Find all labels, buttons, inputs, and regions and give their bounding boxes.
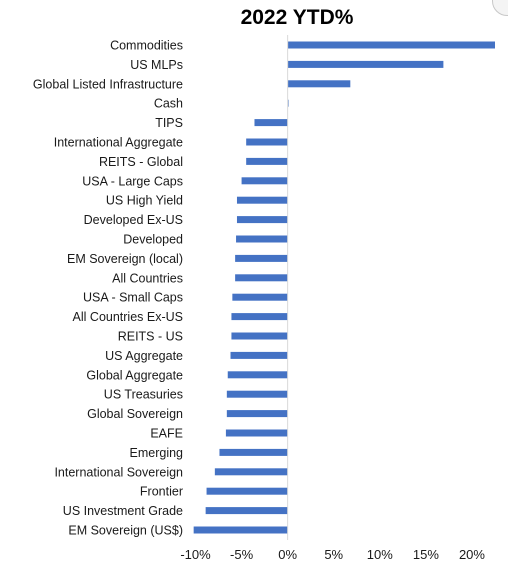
bar-tips bbox=[254, 119, 288, 127]
category-label-developed-ex-us: Developed Ex-US bbox=[84, 213, 183, 227]
bar-all-countries bbox=[235, 274, 288, 282]
bar-all-countries-ex-us bbox=[231, 313, 288, 321]
bar-us-aggregate bbox=[230, 351, 288, 359]
bar-international-aggregate bbox=[246, 138, 288, 146]
bar-eafe bbox=[225, 429, 288, 437]
bar-emerging bbox=[219, 448, 288, 456]
category-label-frontier: Frontier bbox=[140, 485, 183, 499]
category-label-cash: Cash bbox=[154, 97, 183, 111]
x-tick-label: 15% bbox=[413, 547, 439, 562]
x-axis-tick-labels: -10% -5% 0% 5% 10% 15% 20% bbox=[180, 547, 485, 562]
x-tick-label: 0% bbox=[278, 547, 297, 562]
category-label-developed: Developed bbox=[123, 233, 183, 247]
bar-developed bbox=[236, 235, 288, 243]
category-label-usa-large-caps: USA - Large Caps bbox=[82, 174, 183, 188]
bar-usa-large-caps bbox=[241, 177, 288, 185]
category-label-em-sovereign-local: EM Sovereign (local) bbox=[67, 252, 183, 266]
x-tick-label: -10% bbox=[180, 547, 211, 562]
category-label-all-countries-ex-us: All Countries Ex-US bbox=[73, 310, 183, 324]
bar-us-mlps bbox=[287, 60, 444, 68]
bar-reits-us bbox=[231, 332, 288, 340]
bar-global-aggregate bbox=[227, 371, 288, 379]
category-label-usa-small-caps: USA - Small Caps bbox=[83, 291, 183, 305]
bars-layer bbox=[193, 41, 495, 534]
category-label-global-sovereign: Global Sovereign bbox=[87, 407, 183, 421]
category-label-us-investment-grade: US Investment Grade bbox=[63, 504, 183, 518]
category-label-us-mlps: US MLPs bbox=[130, 58, 183, 72]
category-label-us-high-yield: US High Yield bbox=[106, 194, 183, 208]
category-label-commodities: Commodities bbox=[110, 39, 183, 53]
category-label-international-sovereign: International Sovereign bbox=[54, 465, 183, 479]
category-label-us-treasuries: US Treasuries bbox=[104, 388, 183, 402]
bar-us-investment-grade bbox=[205, 507, 288, 515]
bar-us-high-yield bbox=[236, 196, 288, 204]
bar-commodities bbox=[287, 41, 495, 49]
x-tick-label: 10% bbox=[367, 547, 393, 562]
category-label-eafe: EAFE bbox=[150, 427, 183, 441]
bar-global-listed-infrastructure bbox=[287, 80, 351, 88]
category-label-international-aggregate: International Aggregate bbox=[54, 136, 183, 150]
bar-em-sovereign-local bbox=[235, 254, 288, 262]
x-tick-label: 5% bbox=[324, 547, 343, 562]
category-label-tips: TIPS bbox=[155, 116, 183, 130]
bar-em-sovereign-us bbox=[193, 526, 288, 534]
category-label-emerging: Emerging bbox=[130, 446, 184, 460]
bar-frontier bbox=[206, 487, 288, 495]
bar-international-sovereign bbox=[214, 468, 288, 476]
category-label-reits-us: REITS - US bbox=[118, 330, 183, 344]
bar-developed-ex-us bbox=[236, 216, 288, 224]
bar-usa-small-caps bbox=[232, 293, 288, 301]
bar-us-treasuries bbox=[226, 390, 288, 398]
category-label-us-aggregate: US Aggregate bbox=[105, 349, 183, 363]
category-label-em-sovereign-us: EM Sovereign (US$) bbox=[68, 524, 183, 538]
category-labels: Commodities US MLPs Global Listed Infrastr… bbox=[33, 39, 183, 538]
category-label-reits-global: REITS - Global bbox=[99, 155, 183, 169]
category-label-all-countries: All Countries bbox=[112, 271, 183, 285]
category-label-global-aggregate: Global Aggregate bbox=[86, 368, 183, 382]
x-tick-label: 20% bbox=[459, 547, 485, 562]
category-label-global-listed-infrastructure: Global Listed Infrastructure bbox=[33, 77, 183, 91]
bar-reits-global bbox=[246, 157, 288, 165]
chart-title: 2022 YTD% bbox=[241, 6, 354, 29]
bar-global-sovereign bbox=[226, 410, 288, 418]
x-tick-label: -5% bbox=[230, 547, 254, 562]
